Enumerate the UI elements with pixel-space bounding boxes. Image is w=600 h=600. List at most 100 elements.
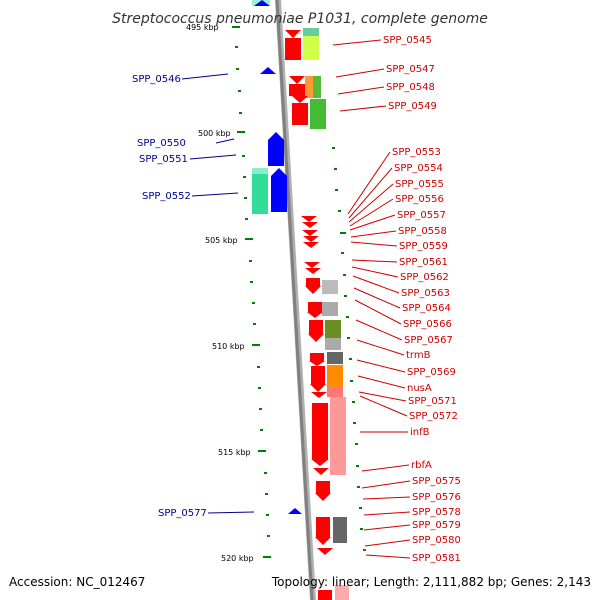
gene-tip (307, 312, 323, 318)
gene-label[interactable]: SPP_0550 (137, 138, 186, 149)
gene-tip (292, 96, 308, 103)
gene-labels-left: SPP_0546 SPP_0550 SPP_0551 SPP_0552 SPP_… (132, 74, 207, 519)
gene-label[interactable]: SPP_0553 (392, 147, 441, 158)
gene-tip (315, 493, 331, 501)
gene-label[interactable]: trmB (406, 350, 431, 361)
gene-label[interactable]: SPP_0551 (139, 154, 188, 165)
gene-label[interactable]: SPP_0561 (399, 257, 448, 268)
gene-tip (315, 537, 331, 545)
gene-label[interactable]: infB (410, 427, 430, 438)
gene-tip (268, 132, 284, 140)
gene-body (312, 403, 328, 459)
reverse-genes (254, 0, 302, 514)
gene-chevron (305, 268, 321, 274)
gene-label[interactable]: SPP_0555 (395, 179, 444, 190)
gene-label[interactable]: SPP_0546 (132, 74, 181, 85)
gene-label[interactable]: rbfA (411, 460, 432, 471)
gene-label[interactable]: nusA (407, 383, 432, 394)
genome-title: Streptococcus pneumoniae P1031, complete… (112, 11, 488, 27)
gene-tip (260, 67, 276, 74)
gene-body (271, 176, 287, 212)
gene-tip (309, 361, 325, 366)
gene-label[interactable]: SPP_0556 (395, 194, 444, 205)
kbp-label: 520 kbp (221, 554, 254, 563)
gene-label[interactable]: SPP_0567 (404, 335, 453, 346)
gene-body (311, 366, 325, 384)
gene-tip (310, 384, 326, 392)
kbp-tick (237, 131, 245, 133)
kbp-label: 495 kbp (186, 23, 219, 32)
gene-chevron (303, 242, 319, 248)
gene-label[interactable]: SPP_0572 (409, 411, 458, 422)
gene-body (316, 517, 330, 537)
kbp-label: 505 kbp (205, 236, 238, 245)
kbp-label: 515 kbp (218, 448, 251, 457)
gene-tip (305, 286, 321, 294)
gene-body (285, 38, 301, 60)
kbp-tick (258, 450, 266, 452)
gene-label[interactable]: SPP_0548 (386, 82, 435, 93)
gene-label[interactable]: SPP_0580 (412, 535, 461, 546)
gene-label[interactable]: SPP_0577 (158, 508, 207, 519)
gene-label[interactable]: SPP_0545 (383, 35, 432, 46)
gene-chevron (313, 468, 329, 475)
scale-dots (235, 46, 270, 537)
expression-bars-left (252, 0, 270, 214)
gene-body (306, 278, 320, 286)
kbp-label: 500 kbp (198, 129, 231, 138)
gene-chevron (303, 236, 319, 242)
kbp-tick (245, 238, 253, 240)
kbp-scale: 495 kbp 500 kbp 505 kbp 510 kbp 515 kbp … (186, 23, 271, 563)
gene-label[interactable]: SPP_0571 (408, 396, 457, 407)
genome-summary-text: Topology: linear; Length: 2,111,882 bp; … (271, 575, 591, 589)
kbp-tick (252, 344, 260, 346)
gene-tip (308, 334, 324, 342)
leader-lines-right (332, 39, 411, 559)
genome-axis (275, 0, 314, 600)
gene-chevron (302, 230, 318, 236)
gene-tip (289, 76, 305, 84)
forward-genes (285, 30, 333, 600)
gene-tip (254, 0, 270, 6)
kbp-label: 510 kbp (212, 342, 245, 351)
gene-body (292, 103, 308, 125)
gene-label[interactable]: SPP_0563 (401, 288, 450, 299)
gene-label[interactable]: SPP_0552 (142, 191, 191, 202)
gene-body (308, 302, 322, 312)
scale-dots-right (332, 147, 366, 551)
gene-body (289, 84, 305, 96)
gene-body (310, 353, 324, 361)
kbp-tick (232, 26, 240, 28)
gene-body (309, 320, 323, 334)
gene-body (316, 481, 330, 493)
gene-label[interactable]: SPP_0566 (403, 319, 452, 330)
gene-chevron (304, 262, 320, 268)
gene-label[interactable]: SPP_0578 (412, 507, 461, 518)
gene-chevron (311, 392, 327, 398)
gene-chevron (302, 222, 318, 228)
expression-bars-right (303, 28, 349, 600)
gene-label[interactable]: SPP_0581 (412, 553, 461, 564)
gene-label[interactable]: SPP_0554 (394, 163, 443, 174)
gene-label[interactable]: SPP_0576 (412, 492, 461, 503)
gene-tip (288, 508, 302, 514)
gene-label[interactable]: SPP_0575 (412, 476, 461, 487)
gene-label[interactable]: SPP_0562 (400, 272, 449, 283)
gene-tip (285, 30, 301, 38)
gene-label[interactable]: SPP_0549 (388, 101, 437, 112)
gene-label[interactable]: SPP_0569 (407, 367, 456, 378)
gene-label[interactable]: SPP_0579 (412, 520, 461, 531)
gene-label[interactable]: SPP_0564 (402, 303, 451, 314)
leader-lines-left (181, 73, 255, 514)
accession-text: Accession: NC_012467 (9, 575, 145, 589)
gene-body (268, 140, 284, 166)
gene-labels-right: SPP_0545 SPP_0547 SPP_0548 SPP_0549 SPP_… (383, 35, 461, 564)
gene-body (318, 590, 332, 600)
gene-label[interactable]: SPP_0558 (398, 226, 447, 237)
gene-tip (271, 168, 287, 176)
gene-chevron (317, 548, 333, 555)
gene-label[interactable]: SPP_0557 (397, 210, 446, 221)
gene-label[interactable]: SPP_0547 (386, 64, 435, 75)
gene-label[interactable]: SPP_0559 (399, 241, 448, 252)
